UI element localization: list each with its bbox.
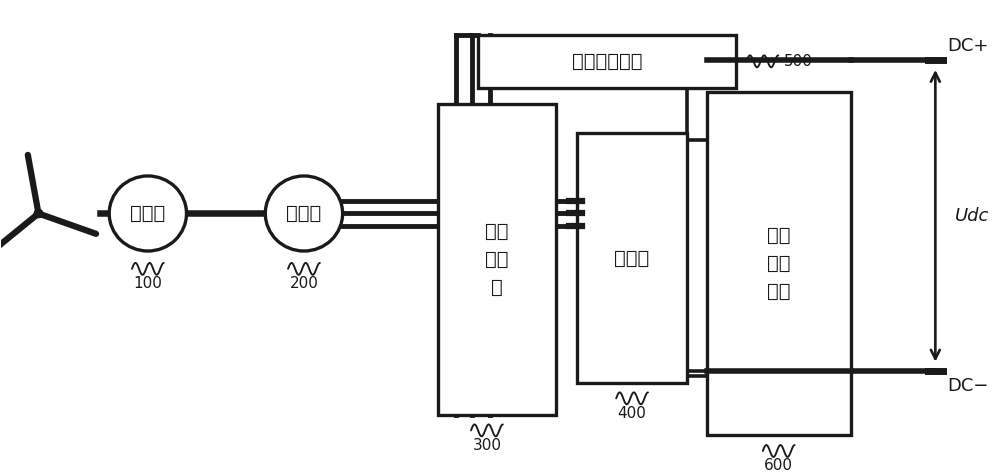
Text: Udc: Udc — [955, 207, 990, 225]
Ellipse shape — [109, 176, 186, 251]
Bar — [478, 35, 736, 88]
Text: 整流器: 整流器 — [614, 248, 650, 268]
Ellipse shape — [265, 176, 343, 251]
Text: 400: 400 — [618, 406, 647, 421]
Text: DC−: DC− — [947, 377, 989, 395]
Bar — [438, 104, 556, 415]
Text: 高压
开关
装置: 高压 开关 装置 — [767, 226, 790, 301]
Text: 300: 300 — [472, 438, 501, 453]
Text: 机侧
变压
器: 机侧 变压 器 — [485, 222, 509, 297]
Bar — [707, 92, 851, 436]
Text: 500: 500 — [784, 54, 813, 69]
Text: 齿轮箱: 齿轮箱 — [130, 204, 165, 223]
Bar — [577, 133, 687, 383]
Text: DC+: DC+ — [947, 36, 989, 55]
Text: 无功补偿装置: 无功补偿装置 — [572, 52, 642, 71]
Text: 100: 100 — [133, 276, 162, 291]
Ellipse shape — [34, 210, 43, 218]
Text: 600: 600 — [764, 458, 793, 474]
Text: 发电机: 发电机 — [286, 204, 322, 223]
Text: 200: 200 — [290, 276, 318, 291]
